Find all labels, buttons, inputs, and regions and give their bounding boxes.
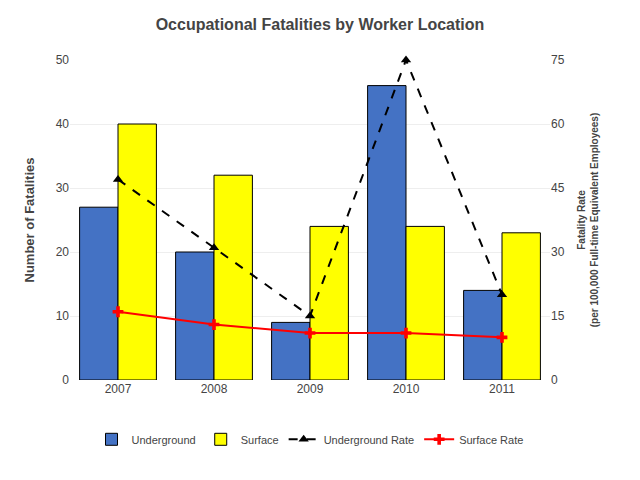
- svg-text:45: 45: [551, 181, 565, 195]
- svg-text:30: 30: [551, 245, 565, 259]
- svg-text:75: 75: [551, 53, 565, 67]
- svg-text:10: 10: [56, 309, 70, 323]
- svg-text:40: 40: [56, 117, 70, 131]
- svg-text:15: 15: [551, 309, 565, 323]
- svg-text:30: 30: [56, 181, 70, 195]
- svg-text:0: 0: [551, 373, 558, 387]
- svg-text:2007: 2007: [105, 382, 132, 396]
- svg-text:2008: 2008: [201, 382, 228, 396]
- svg-text:2011: 2011: [489, 382, 515, 396]
- svg-text:2010: 2010: [393, 382, 420, 396]
- svg-text:2009: 2009: [297, 382, 324, 396]
- svg-text:Surface: Surface: [241, 434, 279, 446]
- svg-text:50: 50: [56, 53, 70, 67]
- svg-text:Number of Fatalities: Number of Fatalities: [22, 158, 37, 283]
- svg-text:Surface Rate: Surface Rate: [459, 434, 523, 446]
- svg-text:60: 60: [551, 117, 565, 131]
- svg-text:20: 20: [56, 245, 70, 259]
- svg-text:Underground Rate: Underground Rate: [324, 434, 415, 446]
- svg-text:Underground: Underground: [132, 434, 196, 446]
- svg-text:Occupational Fatalities by Wor: Occupational Fatalities by Worker Locati…: [156, 16, 485, 33]
- svg-text:0: 0: [62, 373, 69, 387]
- svg-text:Fatality Rate(per 100,000 Full: Fatality Rate(per 100,000 Full-time Equi…: [576, 113, 600, 328]
